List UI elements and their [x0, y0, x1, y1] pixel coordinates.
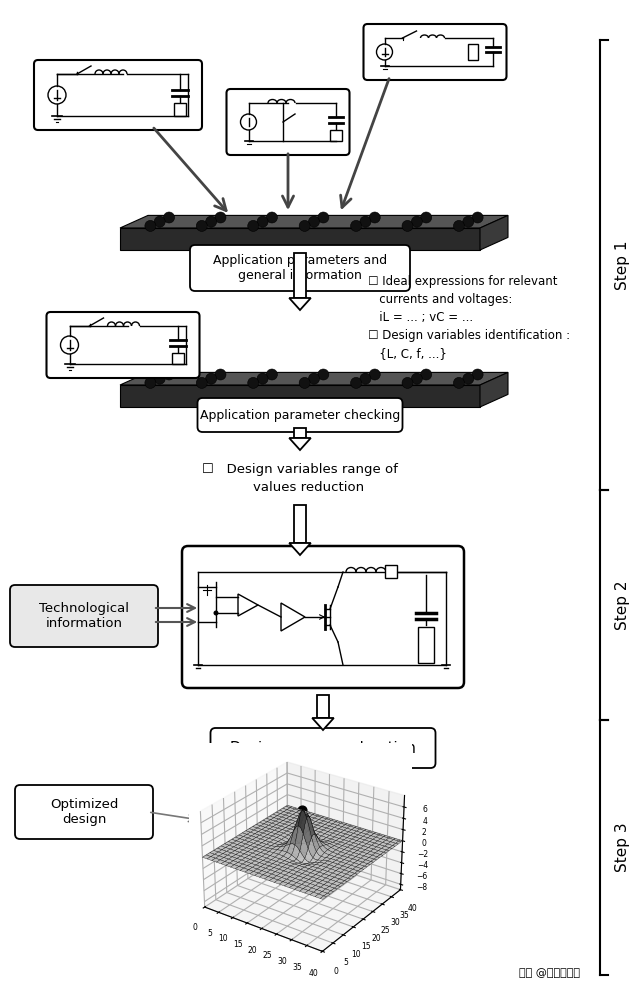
FancyBboxPatch shape	[182, 546, 464, 688]
Circle shape	[145, 220, 156, 232]
Circle shape	[248, 378, 259, 388]
Circle shape	[241, 114, 257, 130]
Polygon shape	[238, 594, 258, 616]
Circle shape	[351, 378, 362, 388]
Circle shape	[376, 44, 392, 60]
Circle shape	[205, 216, 217, 227]
Circle shape	[318, 212, 329, 223]
Text: Step 1: Step 1	[614, 240, 630, 289]
Circle shape	[308, 216, 319, 227]
Text: Application parameters and
general information: Application parameters and general infor…	[213, 254, 387, 282]
Text: 头条 @万物云联网: 头条 @万物云联网	[519, 968, 580, 978]
Bar	[294, 253, 306, 298]
Bar	[317, 695, 329, 718]
Polygon shape	[120, 228, 480, 250]
Circle shape	[454, 220, 465, 232]
Text: Optimized
design: Optimized design	[50, 798, 118, 826]
Circle shape	[164, 212, 175, 223]
FancyBboxPatch shape	[227, 89, 349, 155]
Circle shape	[412, 216, 422, 227]
Circle shape	[472, 369, 483, 380]
FancyBboxPatch shape	[198, 398, 403, 432]
Polygon shape	[120, 373, 508, 385]
FancyBboxPatch shape	[364, 24, 506, 80]
Circle shape	[215, 212, 226, 223]
Circle shape	[402, 378, 413, 388]
Circle shape	[360, 216, 371, 227]
FancyBboxPatch shape	[34, 60, 202, 130]
Polygon shape	[480, 373, 508, 407]
Text: ☐ Ideal expressions for relevant
   currents and voltages:
   iL = ... ; vC = ..: ☐ Ideal expressions for relevant current…	[368, 275, 570, 361]
Circle shape	[369, 212, 380, 223]
Circle shape	[454, 378, 465, 388]
Circle shape	[257, 216, 268, 227]
Circle shape	[412, 374, 422, 385]
Text: ☐   Design variables range of
    values reduction: ☐ Design variables range of values reduc…	[202, 463, 398, 494]
Circle shape	[472, 212, 483, 223]
Polygon shape	[480, 215, 508, 250]
Polygon shape	[289, 543, 311, 555]
Circle shape	[154, 216, 165, 227]
Circle shape	[308, 374, 319, 385]
Polygon shape	[120, 215, 508, 228]
Polygon shape	[312, 718, 334, 730]
Text: Design space exploration: Design space exploration	[230, 740, 416, 755]
Bar	[385, 565, 397, 578]
Circle shape	[420, 369, 432, 380]
FancyBboxPatch shape	[10, 585, 158, 647]
Circle shape	[205, 374, 217, 385]
Circle shape	[318, 369, 329, 380]
Circle shape	[299, 220, 310, 232]
Circle shape	[196, 378, 207, 388]
Bar	[467, 44, 477, 60]
Bar	[294, 428, 306, 438]
Circle shape	[214, 610, 218, 615]
Circle shape	[360, 374, 371, 385]
Circle shape	[369, 369, 380, 380]
Circle shape	[257, 374, 268, 385]
Circle shape	[248, 220, 259, 232]
Circle shape	[299, 378, 310, 388]
Bar	[174, 103, 186, 116]
FancyBboxPatch shape	[47, 312, 200, 378]
Circle shape	[196, 220, 207, 232]
Circle shape	[154, 374, 165, 385]
FancyBboxPatch shape	[190, 245, 410, 291]
FancyBboxPatch shape	[211, 728, 435, 768]
Circle shape	[463, 374, 474, 385]
Polygon shape	[281, 603, 305, 631]
Bar	[172, 353, 184, 364]
Text: Technological
information: Technological information	[39, 602, 129, 630]
Bar	[418, 626, 434, 663]
Polygon shape	[120, 385, 480, 407]
Circle shape	[61, 336, 79, 354]
Circle shape	[145, 378, 156, 388]
Polygon shape	[289, 438, 311, 450]
Circle shape	[351, 220, 362, 232]
Circle shape	[164, 369, 175, 380]
Circle shape	[463, 216, 474, 227]
Circle shape	[402, 220, 413, 232]
Text: Step 3: Step 3	[614, 823, 630, 872]
Text: Step 2: Step 2	[614, 581, 630, 629]
Circle shape	[48, 86, 66, 104]
Bar	[294, 505, 306, 543]
Bar	[330, 130, 342, 141]
Polygon shape	[289, 298, 311, 310]
Circle shape	[266, 369, 277, 380]
Circle shape	[266, 212, 277, 223]
Circle shape	[420, 212, 432, 223]
Text: Application parameter checking: Application parameter checking	[200, 408, 400, 421]
FancyBboxPatch shape	[15, 785, 153, 839]
Circle shape	[215, 369, 226, 380]
